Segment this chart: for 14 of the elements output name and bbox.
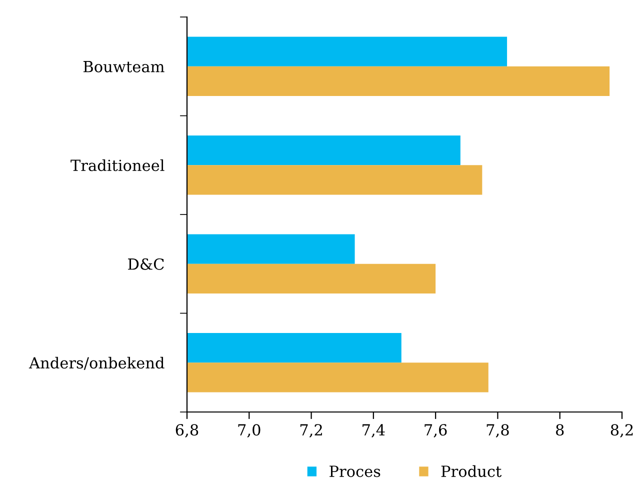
x-tick-label: 6,8 — [176, 424, 198, 438]
y-tick-label: Anders/onbekend — [28, 356, 164, 370]
x-tick-label: 7,6 — [424, 424, 447, 438]
y-tick-label: D&C — [128, 258, 164, 270]
x-tick-label: 7,8 — [486, 424, 509, 438]
x-tick-label: 7,0 — [238, 424, 260, 438]
x-tick-label: 8,2 — [610, 424, 633, 438]
legend-label: Proces — [330, 466, 380, 478]
y-tick-label: Bouwteam — [84, 61, 164, 72]
x-tick-label: 7,2 — [300, 424, 322, 438]
legend-label: Product — [441, 465, 502, 478]
x-tick-label: 7,4 — [362, 424, 385, 438]
y-tick-label: Traditioneel — [70, 159, 164, 172]
x-tick-label: 8 — [556, 424, 564, 436]
